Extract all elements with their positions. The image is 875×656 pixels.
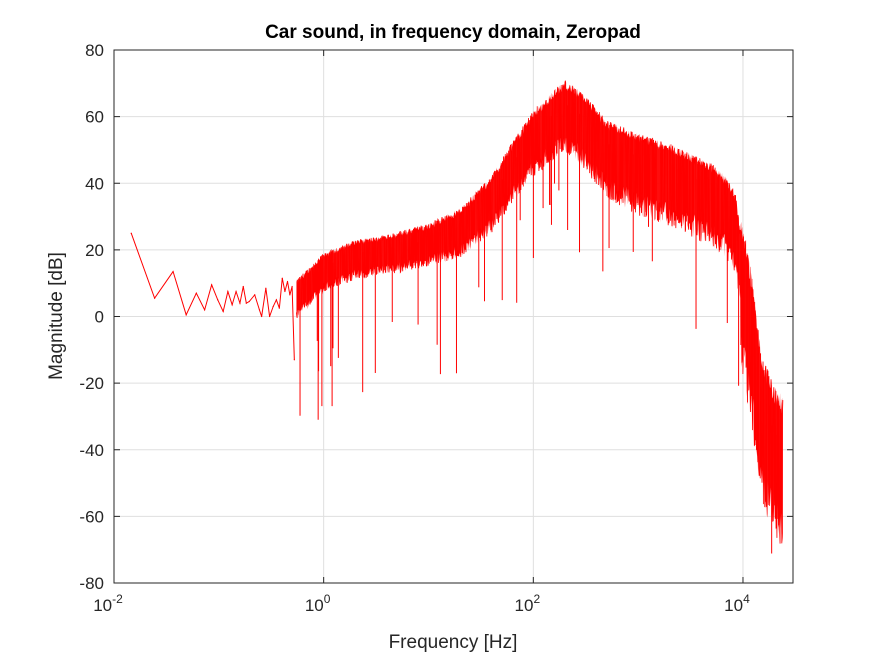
data-point <box>272 305 274 308</box>
data-point <box>275 299 277 301</box>
y-tick-label: -60 <box>79 507 104 526</box>
y-tick-label: 0 <box>95 308 104 327</box>
x-tick-label: 100 <box>305 592 331 615</box>
data-point <box>239 302 241 304</box>
data-point <box>254 294 256 296</box>
data-point <box>293 359 295 361</box>
data-point <box>204 309 206 311</box>
x-tick-exponent: -2 <box>112 592 123 606</box>
data-point <box>154 297 156 299</box>
x-tick-label: 10-2 <box>93 592 123 615</box>
x-tick-base: 10 <box>724 596 743 615</box>
chart-title: Car sound, in frequency domain, Zeropad <box>265 22 641 43</box>
x-tick-base: 10 <box>515 596 534 615</box>
x-tick-label: 102 <box>515 592 541 615</box>
y-tick-label: 20 <box>85 241 104 260</box>
y-tick-label: 40 <box>85 174 104 193</box>
x-tick-exponent: 0 <box>324 592 331 606</box>
y-axis-label: Magnitude [dB] <box>46 252 67 380</box>
data-point <box>211 284 213 286</box>
data-point <box>291 285 293 288</box>
x-tick-exponent: 4 <box>743 592 750 606</box>
data-point <box>284 290 286 293</box>
data-point <box>261 315 263 318</box>
y-tick-labels: 80 60 40 20 0 -20 -40 -60 -80 <box>79 41 104 593</box>
series-line-1 <box>296 80 784 544</box>
data-point <box>248 300 250 303</box>
data-point <box>281 277 283 279</box>
y-tick-label: 80 <box>85 41 104 60</box>
data-point <box>172 270 174 273</box>
spectrum-lines <box>130 80 784 554</box>
data-point <box>235 290 237 293</box>
data-point <box>286 280 289 283</box>
data-point <box>217 299 219 301</box>
data-point <box>231 304 233 306</box>
y-tick-label: -20 <box>79 374 104 393</box>
tick-marks <box>113 49 793 584</box>
data-point <box>227 290 229 293</box>
y-tick-label: -80 <box>79 574 104 593</box>
x-tick-labels: 10-2 100 102 104 <box>93 592 750 615</box>
data-point <box>268 315 271 318</box>
data-point <box>278 307 280 309</box>
data-point <box>289 294 291 296</box>
data-point <box>265 287 267 289</box>
data-point <box>130 232 132 234</box>
series-line-0 <box>130 233 295 360</box>
x-axis-label: Frequency [Hz] <box>389 632 518 653</box>
x-tick-base: 10 <box>305 596 324 615</box>
y-tick-label: 60 <box>85 108 104 127</box>
x-tick-exponent: 2 <box>533 592 540 606</box>
data-point <box>258 309 261 311</box>
x-tick-base: 10 <box>93 596 112 615</box>
data-point <box>242 285 244 288</box>
y-tick-label: -40 <box>79 441 104 460</box>
x-tick-label: 104 <box>724 592 750 615</box>
data-point <box>245 302 247 304</box>
data-point <box>195 292 197 294</box>
data-point <box>185 314 187 316</box>
data-point <box>222 310 224 313</box>
